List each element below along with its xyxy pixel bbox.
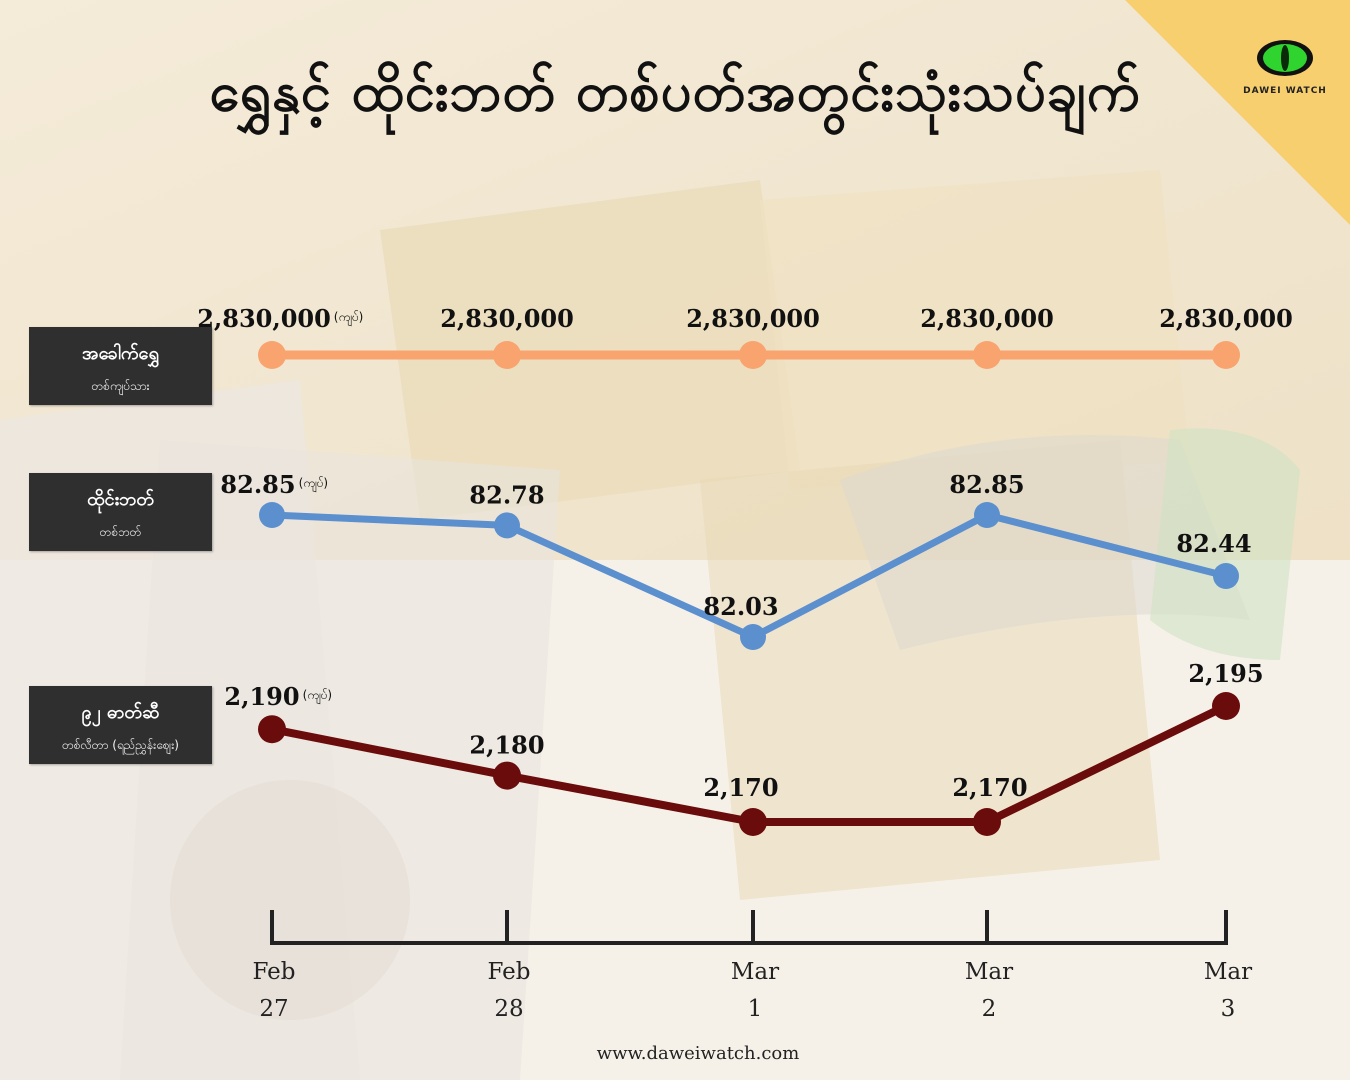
unit-label: (ကျပ်) [334, 309, 363, 327]
row-label-main: ၉၂ ဓာတ်ဆီ [81, 702, 160, 723]
row-label-baht: ထိုင်းဘတ် တစ်ဘတ် [29, 473, 212, 551]
x-tick-label-month: Feb [487, 959, 530, 985]
data-point [493, 341, 521, 369]
data-label: 82.78 [469, 480, 544, 509]
data-label: 2,830,000 [920, 304, 1054, 333]
series-line [271, 702, 1228, 826]
data-label: 2,180 [469, 731, 544, 760]
x-tick-label-month: Mar [1204, 959, 1252, 985]
data-label: 2,170 [952, 773, 1027, 802]
data-label: 2,195 [1188, 659, 1263, 688]
data-point [1213, 563, 1239, 589]
row-label-main: အခေါက်ရွှေ [82, 343, 159, 364]
data-point [740, 624, 766, 650]
row-label-gold: အခေါက်ရွှေ တစ်ကျပ်သား [29, 327, 212, 405]
data-point [739, 341, 767, 369]
data-point [973, 808, 1001, 836]
data-point [1212, 341, 1240, 369]
x-tick-label-day: 27 [259, 996, 288, 1022]
row-label-sub: တစ်လီတာ (ရည်ညွှန်းဈေး) [62, 738, 179, 752]
data-label: 2,190 [224, 682, 299, 711]
data-label: 2,830,000 [686, 304, 820, 333]
data-label: 82.44 [1176, 529, 1251, 558]
corner-accent [1125, 0, 1350, 225]
data-label: 2,830,000 [197, 304, 331, 333]
data-label: 82.03 [703, 592, 778, 621]
data-point [259, 502, 285, 528]
data-point [973, 341, 1001, 369]
x-tick-label-month: Feb [252, 959, 295, 985]
unit-label: (ကျပ်) [303, 687, 332, 705]
data-point [258, 715, 286, 744]
footer-url[interactable]: www.daweiwatch.com [596, 1043, 800, 1064]
x-tick-label-month: Mar [731, 959, 779, 985]
x-tick-label-day: 2 [982, 996, 997, 1022]
cat-eye-icon [1257, 40, 1313, 76]
logo-text: DAWEI WATCH [1243, 86, 1327, 96]
data-label: 2,830,000 [440, 304, 574, 333]
unit-label: (ကျပ်) [299, 475, 328, 493]
x-tick-label-day: 3 [1221, 996, 1236, 1022]
data-point [739, 808, 767, 836]
x-tick-label-day: 1 [748, 996, 763, 1022]
data-point [493, 761, 521, 790]
data-point [1212, 692, 1240, 720]
data-point [974, 502, 1000, 528]
data-point [258, 341, 286, 369]
row-label-fuel: ၉၂ ဓာတ်ဆီ တစ်လီတာ (ရည်ညွှန်းဈေး) [29, 686, 212, 764]
row-label-sub: တစ်ကျပ်သား [91, 379, 150, 393]
data-point [494, 512, 520, 539]
data-label: 82.85 [220, 470, 295, 499]
page-title: ရွှေနှင့် ထိုင်းဘတ် တစ်ပတ်အတွင်းသုံးသပ်ခ… [209, 60, 1141, 123]
logo[interactable]: DAWEI WATCH [1230, 38, 1340, 96]
data-label: 2,170 [703, 773, 778, 802]
row-label-sub: တစ်ဘတ် [99, 525, 142, 539]
data-label: 82.85 [949, 470, 1024, 499]
row-label-main: ထိုင်းဘတ် [87, 489, 154, 510]
x-tick-label-day: 28 [494, 996, 523, 1022]
data-label: 2,830,000 [1159, 304, 1293, 333]
x-tick-label-month: Mar [965, 959, 1013, 985]
